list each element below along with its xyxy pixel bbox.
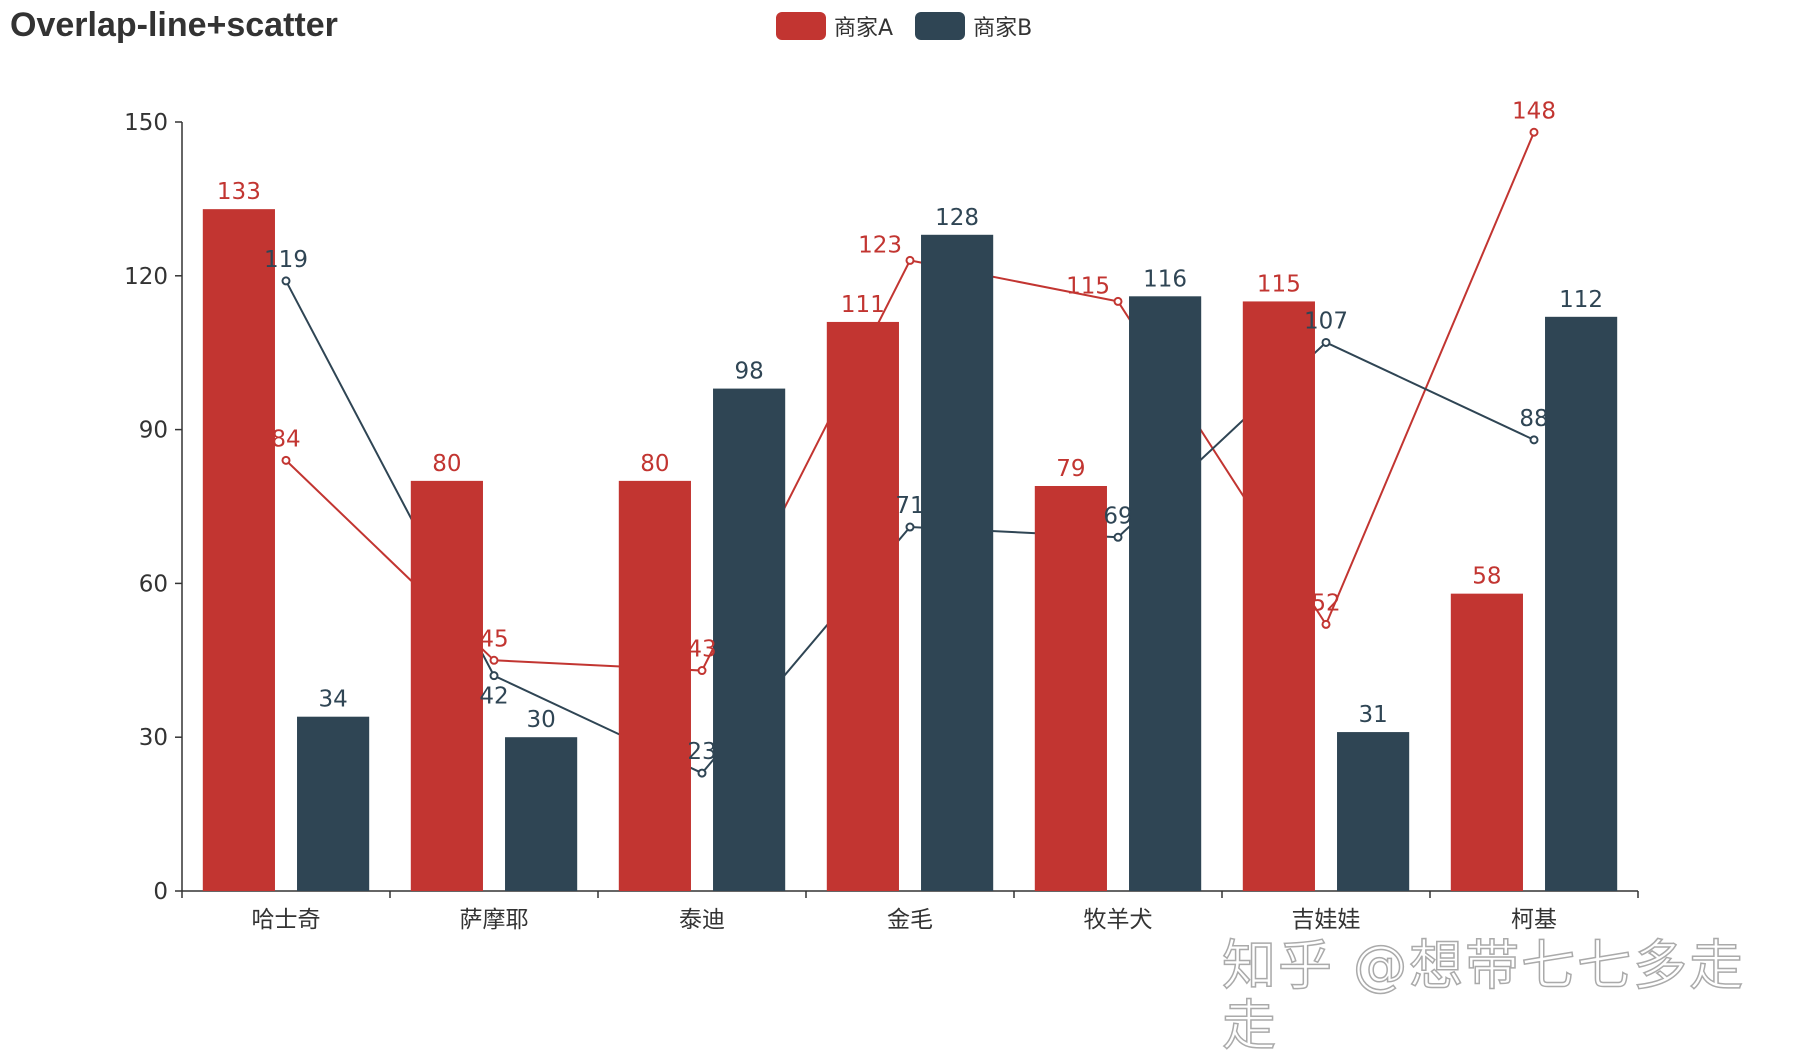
legend-swatch-a (776, 12, 826, 40)
bar-label: 34 (318, 687, 347, 713)
watermark: 知乎 @想带七七多走走 (1221, 934, 1746, 1057)
line-point (1113, 532, 1123, 542)
bar-label: 112 (1559, 287, 1603, 313)
bar-b (297, 716, 370, 891)
line-point-label: 88 (1519, 406, 1548, 432)
bar-a (1242, 301, 1315, 891)
line-point (1321, 337, 1331, 347)
line-point-label: 71 (895, 493, 924, 519)
legend-label-b: 商家B (973, 16, 1033, 41)
line-point (697, 666, 707, 676)
line-point (281, 455, 291, 465)
bar-label: 133 (217, 179, 261, 205)
y-tick-label: 90 (139, 418, 168, 444)
chart-title: Overlap-line+scatter (10, 6, 338, 44)
bar-b (1337, 732, 1410, 891)
bar-a (1034, 485, 1107, 891)
bar-label: 115 (1257, 271, 1301, 297)
line-point (1529, 127, 1539, 137)
x-tick-label: 金毛 (887, 907, 933, 933)
bar-label: 79 (1056, 456, 1085, 482)
line-point-label: 119 (264, 247, 308, 273)
bar-b (1545, 316, 1618, 891)
line-point-label: 52 (1311, 590, 1340, 616)
line-point-label: 115 (1066, 273, 1110, 299)
x-tick-label: 牧羊犬 (1084, 907, 1153, 933)
line-point-label: 148 (1512, 98, 1556, 124)
line-point-label: 84 (271, 426, 300, 452)
bar-label: 128 (935, 205, 979, 231)
line-point-label: 45 (479, 626, 508, 652)
line-point (905, 522, 915, 532)
line-point-label: 107 (1304, 308, 1348, 334)
x-tick-label: 泰迪 (679, 907, 725, 933)
line-point-label: 123 (858, 232, 902, 258)
bar-b (921, 234, 994, 891)
bar-label: 31 (1358, 702, 1387, 728)
line-point (281, 276, 291, 286)
bar-label: 58 (1472, 564, 1501, 590)
line-point (489, 655, 499, 665)
line-point-label: 23 (687, 739, 716, 765)
bar-label: 116 (1143, 266, 1187, 292)
line-point (1529, 435, 1539, 445)
bar-label: 80 (640, 451, 669, 477)
line-point-label: 43 (687, 637, 716, 663)
y-tick-label: 30 (139, 725, 168, 751)
x-tick-label: 柯基 (1511, 907, 1557, 933)
x-tick-label: 萨摩耶 (460, 907, 529, 933)
legend-item-b[interactable]: 商家B (915, 10, 1032, 42)
y-tick-label: 0 (153, 879, 168, 905)
bar-a (202, 209, 275, 892)
line-point (489, 671, 499, 681)
legend: 商家A 商家B (776, 10, 1032, 42)
y-tick-label: 120 (124, 264, 168, 290)
line-point-label: 69 (1103, 503, 1132, 529)
bar-b (1129, 296, 1202, 892)
bar-b (713, 388, 786, 891)
x-tick-label: 哈士奇 (252, 907, 321, 933)
bar-a (410, 480, 483, 891)
bar-label: 111 (841, 292, 885, 318)
bar-b (505, 737, 578, 891)
line-point-label: 42 (479, 684, 508, 710)
x-tick-label: 吉娃娃 (1292, 907, 1361, 933)
legend-label-a: 商家A (834, 16, 894, 41)
line-point (697, 768, 707, 778)
legend-swatch-b (915, 12, 966, 40)
line-point (1113, 296, 1123, 306)
y-tick-label: 60 (139, 571, 168, 597)
line-point (905, 255, 915, 265)
chart-plot: 0 30 60 90 120 150 哈士奇 萨摩耶 泰迪 金毛 牧羊犬 吉娃娃 柯基 133 80 80 11… (124, 98, 1639, 933)
bar-label: 30 (526, 707, 555, 733)
bar-a (1450, 593, 1523, 891)
line-point (1321, 619, 1331, 629)
bar-label: 98 (734, 359, 763, 385)
legend-item-a[interactable]: 商家A (776, 10, 893, 42)
bar-label: 80 (432, 451, 461, 477)
bar-a (826, 321, 899, 891)
bar-a (618, 480, 691, 891)
y-tick-label: 150 (124, 110, 168, 136)
